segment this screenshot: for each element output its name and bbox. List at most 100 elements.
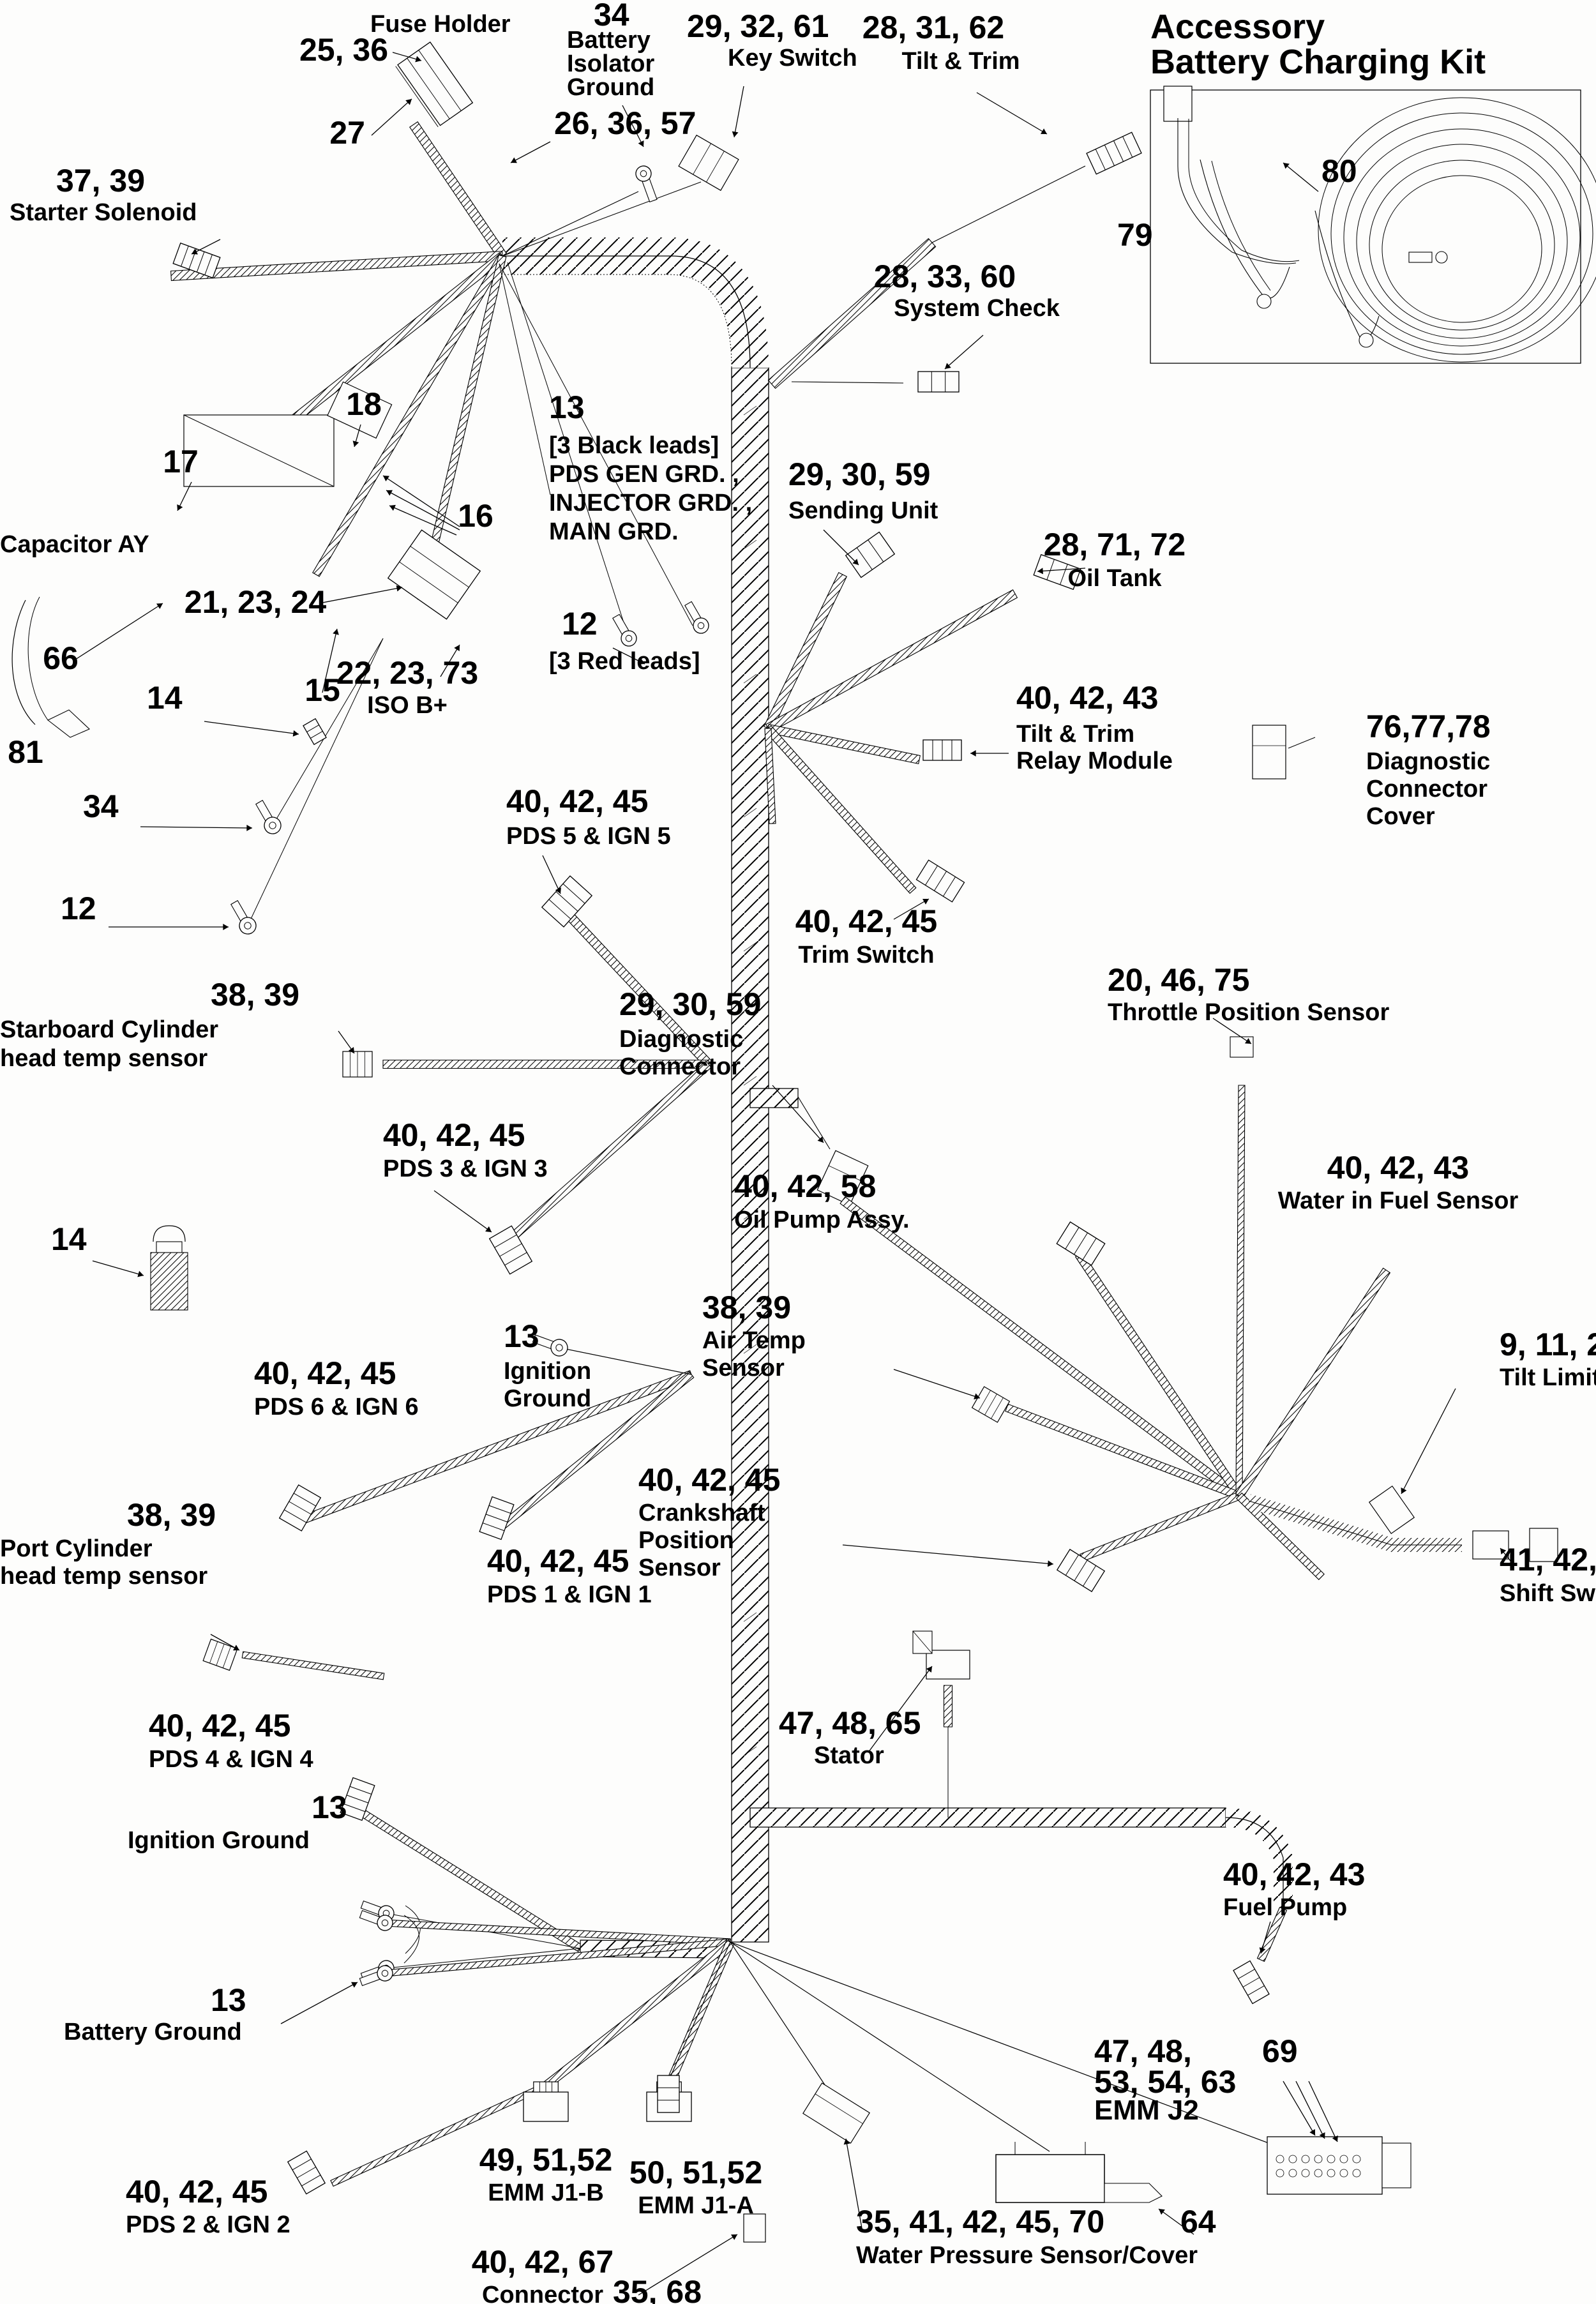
- svg-text:[3 Red leads]: [3 Red leads]: [549, 648, 700, 675]
- svg-text:head temp sensor: head temp sensor: [0, 1563, 207, 1590]
- svg-text:Trim Switch: Trim Switch: [798, 942, 934, 968]
- svg-text:Diagnostic: Diagnostic: [1366, 748, 1490, 775]
- svg-text:Key Switch: Key Switch: [728, 45, 857, 72]
- svg-text:38, 39: 38, 39: [702, 1290, 791, 1325]
- svg-text:20, 46, 75: 20, 46, 75: [1108, 962, 1249, 998]
- svg-text:64: 64: [1180, 2204, 1216, 2240]
- svg-text:34: 34: [83, 788, 119, 824]
- svg-text:Starboard Cylinder: Starboard Cylinder: [0, 1016, 218, 1043]
- svg-text:Oil Pump Assy.: Oil Pump Assy.: [734, 1207, 910, 1233]
- svg-text:Battery Charging Kit: Battery Charging Kit: [1150, 43, 1486, 81]
- svg-text:Stator: Stator: [814, 1742, 884, 1769]
- svg-text:18: 18: [346, 386, 382, 422]
- svg-text:Fuel Pump: Fuel Pump: [1223, 1894, 1347, 1921]
- svg-text:40, 42, 67: 40, 42, 67: [472, 2244, 614, 2280]
- svg-text:66: 66: [43, 640, 79, 676]
- svg-text:17: 17: [163, 444, 199, 479]
- svg-text:Sensor: Sensor: [702, 1355, 785, 1382]
- svg-text:ISO B+: ISO B+: [367, 692, 448, 719]
- svg-text:Ground: Ground: [567, 74, 654, 101]
- svg-text:PDS 2 & IGN 2: PDS 2 & IGN 2: [126, 2211, 290, 2238]
- svg-text:Accessory: Accessory: [1150, 8, 1325, 46]
- svg-text:Ignition Ground: Ignition Ground: [128, 1827, 310, 1854]
- svg-text:28, 31, 62: 28, 31, 62: [862, 10, 1004, 45]
- svg-text:EMM J1-A: EMM J1-A: [638, 2192, 754, 2219]
- svg-text:PDS 1 & IGN 1: PDS 1 & IGN 1: [487, 1581, 652, 1608]
- svg-text:38, 39: 38, 39: [127, 1497, 216, 1533]
- svg-text:Connector: Connector: [482, 2282, 603, 2304]
- svg-text:Connector: Connector: [619, 1053, 741, 1080]
- svg-text:Starter Solenoid: Starter Solenoid: [10, 199, 197, 226]
- svg-text:69: 69: [1262, 2033, 1298, 2069]
- svg-text:Battery Ground: Battery Ground: [64, 2019, 242, 2045]
- svg-text:MAIN GRD.: MAIN GRD.: [549, 518, 679, 545]
- svg-text:EMM J2: EMM J2: [1094, 2095, 1199, 2126]
- svg-text:System Check: System Check: [894, 295, 1060, 322]
- svg-text:13: 13: [549, 389, 585, 425]
- svg-text:PDS 3 & IGN 3: PDS 3 & IGN 3: [383, 1156, 548, 1182]
- svg-text:35, 68: 35, 68: [613, 2274, 702, 2304]
- svg-text:40, 42, 43: 40, 42, 43: [1327, 1150, 1469, 1186]
- svg-text:Water in Fuel Sensor: Water in Fuel Sensor: [1278, 1187, 1519, 1214]
- svg-text:29, 30, 59: 29, 30, 59: [619, 986, 761, 1022]
- svg-text:26, 36, 57: 26, 36, 57: [554, 105, 696, 141]
- svg-text:40, 42, 45: 40, 42, 45: [487, 1543, 629, 1579]
- svg-text:15: 15: [305, 672, 340, 708]
- svg-text:Crankshaft: Crankshaft: [638, 1500, 765, 1526]
- svg-text:27: 27: [329, 115, 365, 151]
- svg-text:13: 13: [504, 1318, 539, 1354]
- svg-text:49, 51,52: 49, 51,52: [479, 2142, 613, 2178]
- svg-text:38, 39: 38, 39: [211, 977, 299, 1013]
- svg-text:29, 32, 61: 29, 32, 61: [687, 8, 829, 44]
- svg-text:Oil Tank: Oil Tank: [1067, 565, 1162, 592]
- svg-text:INJECTOR GRD. ,: INJECTOR GRD. ,: [549, 490, 752, 516]
- svg-text:40, 42, 45: 40, 42, 45: [126, 2174, 267, 2210]
- svg-text:Sending Unit: Sending Unit: [788, 497, 938, 524]
- svg-text:40, 42, 45: 40, 42, 45: [638, 1462, 780, 1498]
- svg-text:Throttle Position Sensor: Throttle Position Sensor: [1108, 999, 1389, 1026]
- svg-text:Isolator: Isolator: [567, 50, 654, 77]
- svg-text:21, 23, 24: 21, 23, 24: [184, 584, 327, 620]
- svg-text:79: 79: [1117, 217, 1153, 253]
- svg-text:40, 42, 45: 40, 42, 45: [383, 1117, 525, 1153]
- svg-text:Tilt & Trim: Tilt & Trim: [901, 48, 1020, 75]
- svg-text:Shift Switch: Shift Switch: [1500, 1580, 1596, 1607]
- svg-text:Water Pressure Sensor/Cover: Water Pressure Sensor/Cover: [856, 2242, 1198, 2269]
- svg-text:Connector: Connector: [1366, 776, 1487, 802]
- svg-text:9, 11, 29: 9, 11, 29: [1500, 1327, 1596, 1362]
- svg-text:13: 13: [211, 1982, 246, 2018]
- svg-text:Position: Position: [638, 1527, 734, 1554]
- svg-text:40, 42, 45: 40, 42, 45: [254, 1355, 396, 1391]
- svg-text:14: 14: [51, 1221, 87, 1257]
- svg-text:40, 42, 45: 40, 42, 45: [149, 1708, 290, 1743]
- svg-text:PDS 4 & IGN 4: PDS 4 & IGN 4: [149, 1746, 313, 1773]
- svg-text:Tilt Limit Switch: Tilt Limit Switch: [1500, 1364, 1596, 1391]
- svg-text:Ignition: Ignition: [504, 1358, 591, 1385]
- svg-text:PDS 6 & IGN 6: PDS 6 & IGN 6: [254, 1394, 419, 1420]
- svg-text:Ground: Ground: [504, 1385, 591, 1412]
- svg-text:PDS GEN GRD. ,: PDS GEN GRD. ,: [549, 461, 739, 488]
- svg-text:40, 42, 43: 40, 42, 43: [1223, 1856, 1365, 1892]
- svg-text:Sensor: Sensor: [638, 1555, 721, 1581]
- svg-text:22, 23, 73: 22, 23, 73: [336, 655, 478, 691]
- svg-text:PDS 5 & IGN 5: PDS 5 & IGN 5: [506, 823, 671, 850]
- svg-text:Battery: Battery: [567, 27, 651, 54]
- svg-text:Tilt & Trim: Tilt & Trim: [1016, 721, 1134, 748]
- svg-text:Diagnostic: Diagnostic: [619, 1026, 743, 1053]
- svg-text:12: 12: [61, 891, 96, 926]
- svg-text:Capacitor AY: Capacitor AY: [0, 531, 149, 558]
- svg-text:29, 30, 59: 29, 30, 59: [788, 456, 930, 492]
- svg-text:[3 Black leads]: [3 Black leads]: [549, 432, 719, 459]
- svg-text:41, 42, 44: 41, 42, 44: [1500, 1542, 1596, 1577]
- svg-text:40, 42, 45: 40, 42, 45: [506, 783, 648, 819]
- svg-text:35, 41, 42, 45, 70: 35, 41, 42, 45, 70: [856, 2204, 1104, 2240]
- svg-text:Port Cylinder: Port Cylinder: [0, 1535, 153, 1562]
- svg-text:Cover: Cover: [1366, 803, 1435, 830]
- svg-text:16: 16: [458, 498, 493, 534]
- svg-text:Relay Module: Relay Module: [1016, 748, 1173, 774]
- svg-text:head temp sensor: head temp sensor: [0, 1045, 207, 1072]
- svg-text:80: 80: [1321, 153, 1357, 189]
- svg-text:40, 42, 43: 40, 42, 43: [1016, 680, 1158, 716]
- svg-text:40, 42, 58: 40, 42, 58: [734, 1168, 876, 1204]
- svg-text:13: 13: [312, 1789, 347, 1825]
